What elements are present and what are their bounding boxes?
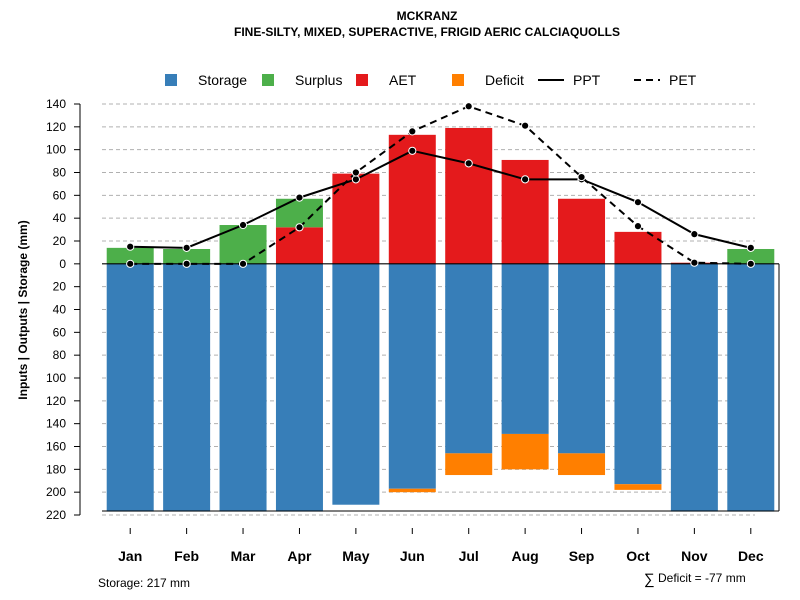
- y-tick-label: 80: [53, 348, 67, 362]
- storage-bar-feb: [163, 264, 210, 512]
- ppt-point-oct: [634, 199, 641, 206]
- ppt-point-nov: [691, 231, 698, 238]
- y-tick-label: 120: [46, 394, 66, 408]
- y-tick-label: 40: [53, 211, 67, 225]
- x-tick-label-aug: Aug: [512, 548, 539, 564]
- y-tick-label: 140: [46, 417, 66, 431]
- storage-bar-sep: [558, 264, 605, 454]
- aet-bar-may: [332, 174, 379, 264]
- y-tick-label: 100: [46, 371, 66, 385]
- ppt-point-feb: [183, 244, 190, 251]
- water-balance-chart: MCKRANZ FINE-SILTY, MIXED, SUPERACTIVE, …: [0, 0, 800, 600]
- ppt-point-jun: [409, 147, 416, 154]
- x-tick-label-may: May: [342, 548, 369, 564]
- pet-point-jan: [127, 260, 134, 267]
- aet-bar-jul: [445, 128, 492, 264]
- y-tick-label: 160: [46, 440, 66, 454]
- y-tick-label: 120: [46, 120, 66, 134]
- x-tick-label-jan: Jan: [118, 548, 142, 564]
- legend-label-ppt: PPT: [573, 72, 601, 88]
- pet-point-feb: [183, 260, 190, 267]
- y-axis-label: Inputs | Outputs | Storage (mm): [16, 220, 30, 399]
- ppt-point-dec: [747, 244, 754, 251]
- pet-point-nov: [691, 259, 698, 266]
- storage-bar-aug: [502, 264, 549, 434]
- storage-bar-nov: [671, 264, 718, 512]
- legend-swatch-storage: [165, 74, 177, 86]
- legend-swatch-aet: [356, 74, 368, 86]
- ppt-point-aug: [522, 176, 529, 183]
- chart-subtitle: FINE-SILTY, MIXED, SUPERACTIVE, FRIGID A…: [234, 25, 620, 39]
- y-tick-label: 100: [46, 143, 66, 157]
- x-tick-label-oct: Oct: [626, 548, 650, 564]
- deficit-bar-oct: [614, 484, 661, 490]
- aet-bar-apr: [276, 227, 323, 264]
- x-tick-label-nov: Nov: [681, 548, 708, 564]
- ppt-point-mar: [239, 221, 246, 228]
- legend-label-storage: Storage: [198, 72, 247, 88]
- legend-label-pet: PET: [669, 72, 697, 88]
- chart-title: MCKRANZ: [397, 9, 458, 23]
- x-tick-label-feb: Feb: [174, 548, 199, 564]
- ppt-point-apr: [296, 194, 303, 201]
- pet-point-dec: [747, 260, 754, 267]
- x-tick-label-dec: Dec: [738, 548, 764, 564]
- aet-bar-sep: [558, 199, 605, 264]
- storage-bar-mar: [220, 264, 267, 512]
- pet-point-aug: [522, 122, 529, 129]
- legend-label-deficit: Deficit: [485, 72, 524, 88]
- deficit-bar-aug: [502, 434, 549, 469]
- deficit-footnote: Deficit = -77 mm: [658, 571, 746, 585]
- storage-bar-jul: [445, 264, 492, 454]
- y-tick-label: 140: [46, 97, 66, 111]
- legend: Storage Surplus AET Deficit PPT PET: [165, 72, 697, 88]
- y-tick-label: 220: [46, 508, 66, 522]
- pet-point-jun: [409, 128, 416, 135]
- storage-bar-dec: [727, 264, 774, 512]
- y-tick-label: 80: [53, 166, 67, 180]
- ppt-point-may: [352, 176, 359, 183]
- pet-point-oct: [634, 223, 641, 230]
- y-tick-label: 20: [53, 280, 67, 294]
- deficit-bar-jun: [389, 489, 436, 492]
- legend-label-surplus: Surplus: [295, 72, 342, 88]
- pet-point-jul: [465, 103, 472, 110]
- y-tick-label: 20: [53, 234, 67, 248]
- pet-point-sep: [578, 173, 585, 180]
- y-tick-label: 200: [46, 485, 66, 499]
- x-tick-label-sep: Sep: [569, 548, 595, 564]
- storage-bar-may: [332, 264, 379, 505]
- ppt-point-jan: [127, 243, 134, 250]
- x-tick-label-apr: Apr: [287, 548, 312, 564]
- bars: [107, 128, 775, 512]
- legend-label-aet: AET: [389, 72, 417, 88]
- storage-bar-jan: [107, 264, 154, 512]
- x-tick-label-jul: Jul: [459, 548, 479, 564]
- x-tick-label-mar: Mar: [231, 548, 256, 564]
- storage-footnote: Storage: 217 mm: [98, 576, 190, 590]
- legend-swatch-deficit: [452, 74, 464, 86]
- y-tick-label: 40: [53, 303, 67, 317]
- pet-point-mar: [239, 260, 246, 267]
- ppt-point-jul: [465, 160, 472, 167]
- y-tick-label: 60: [53, 325, 67, 339]
- deficit-sum-symbol: ∑: [644, 571, 655, 588]
- storage-bar-jun: [389, 264, 436, 489]
- pet-point-may: [352, 169, 359, 176]
- pet-point-apr: [296, 224, 303, 231]
- x-tick-label-jun: Jun: [400, 548, 425, 564]
- y-tick-label: 0: [59, 257, 66, 271]
- deficit-bar-jul: [445, 453, 492, 475]
- y-tick-label: 180: [46, 462, 66, 476]
- legend-swatch-surplus: [262, 74, 274, 86]
- storage-bar-apr: [276, 264, 323, 512]
- storage-bar-oct: [614, 264, 661, 484]
- deficit-bar-sep: [558, 453, 605, 475]
- surplus-bar-apr: [276, 199, 323, 228]
- y-tick-label: 60: [53, 188, 67, 202]
- aet-bar-oct: [614, 232, 661, 264]
